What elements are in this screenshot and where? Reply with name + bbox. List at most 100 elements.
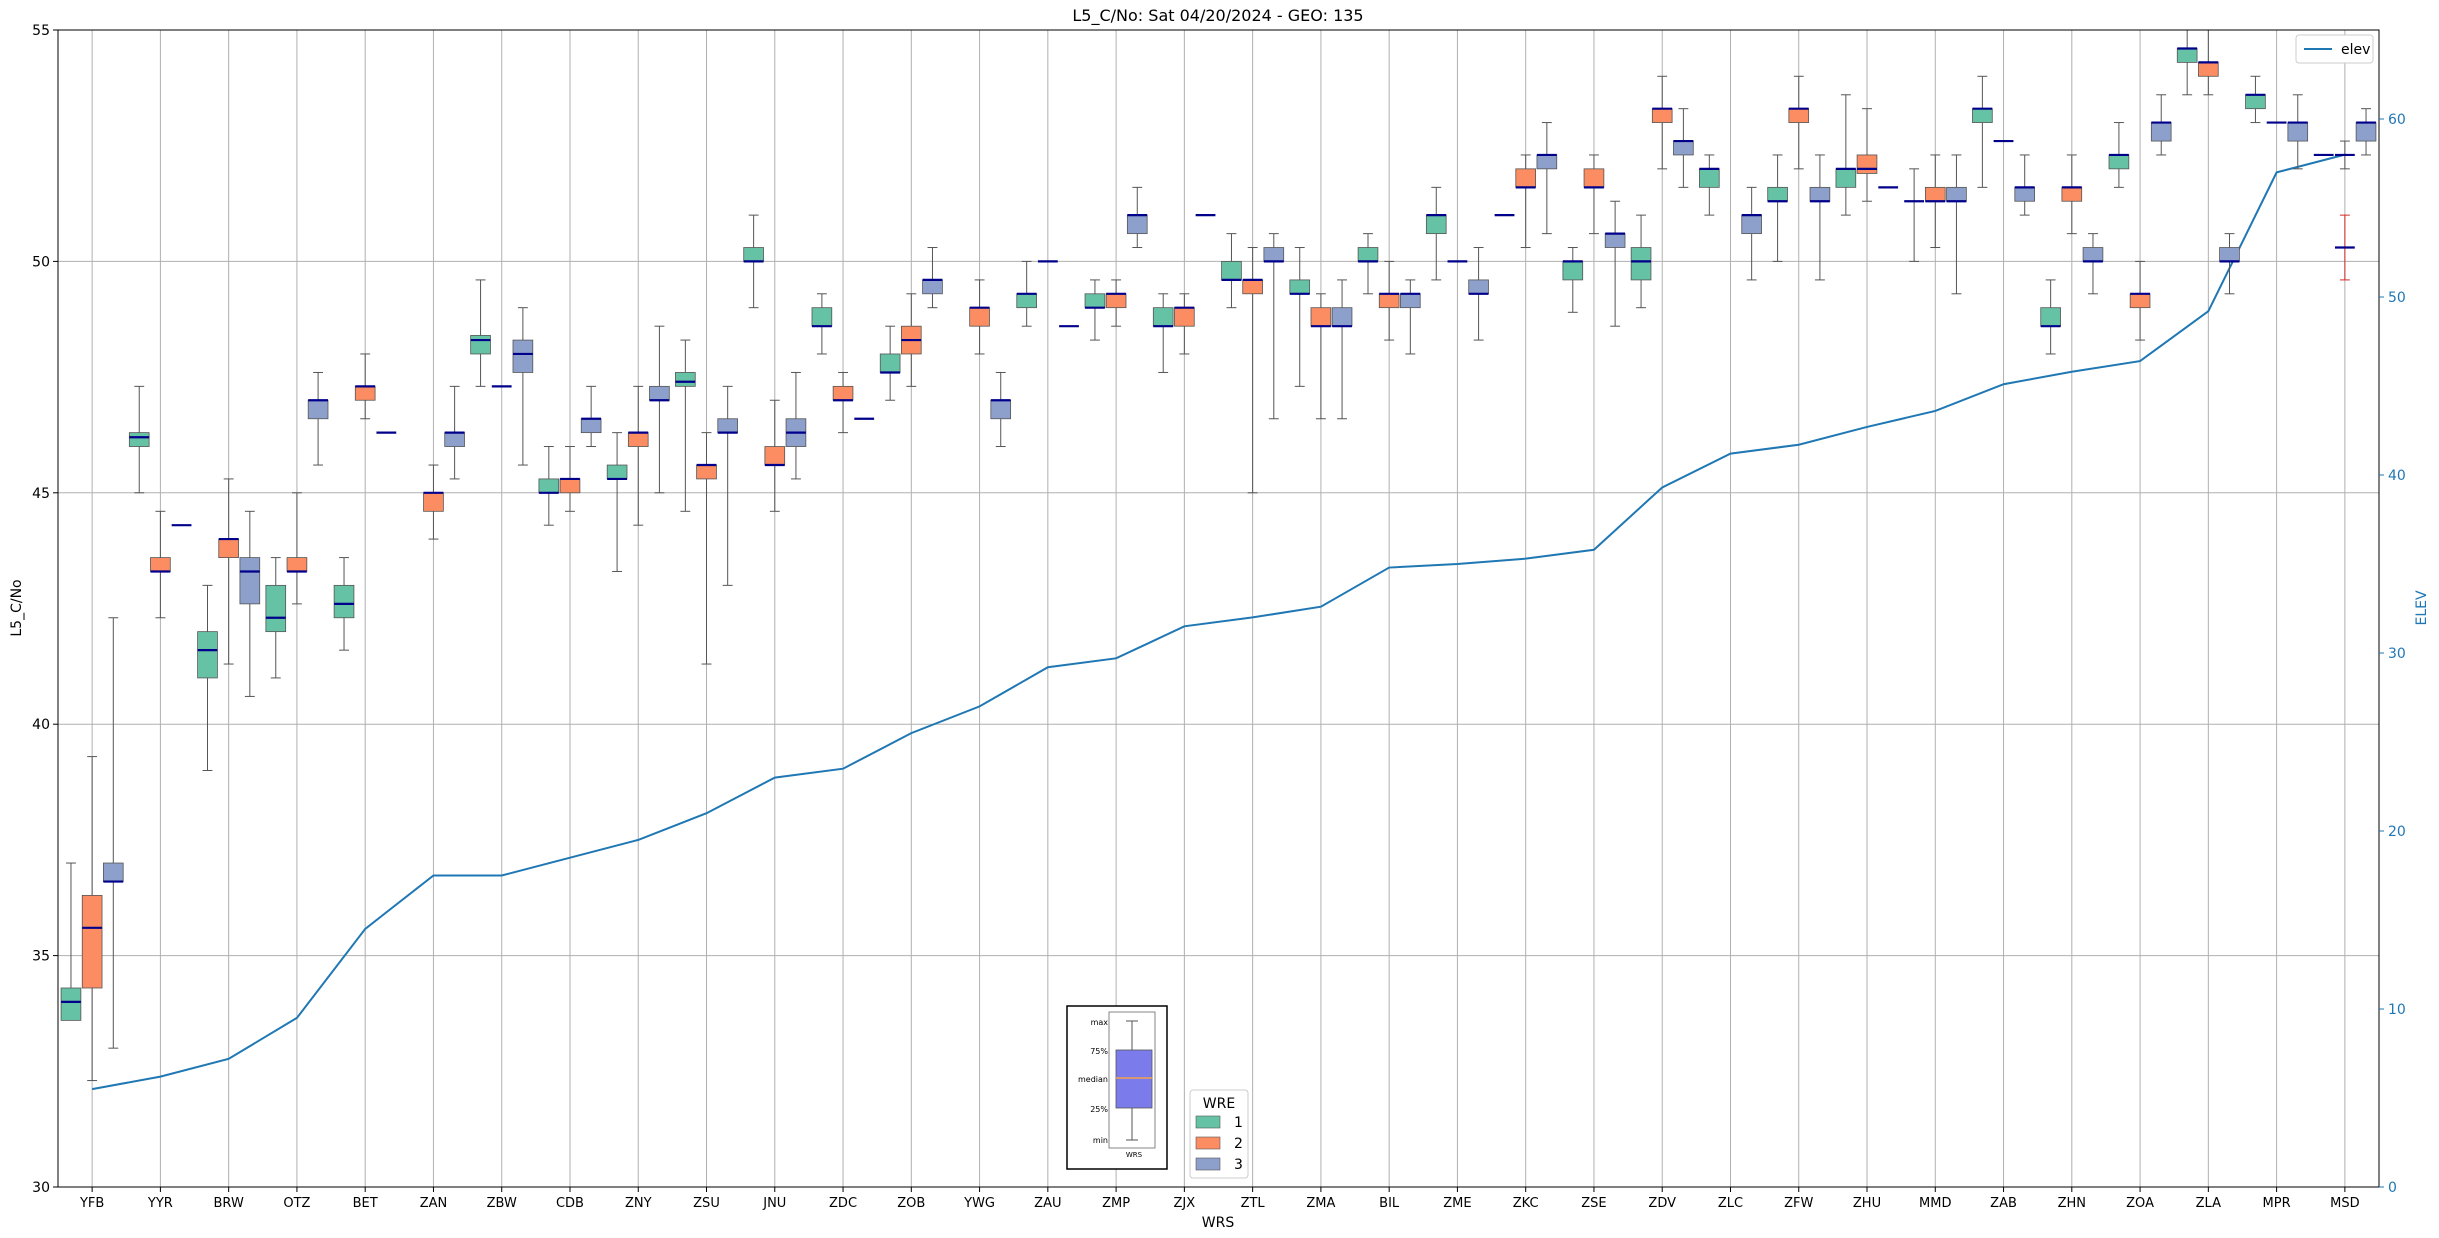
box-iqr — [102, 862, 124, 882]
x-tick-label: ZSU — [693, 1196, 720, 1211]
y2-tick-label: 0 — [2388, 1180, 2397, 1196]
guide-inner-frame — [1108, 1011, 1156, 1149]
y2-tick-label: 10 — [2388, 1002, 2406, 1018]
box-iqr — [649, 385, 670, 401]
elev-series-line — [91, 153, 2346, 1091]
box-iqr — [128, 432, 150, 447]
box-iqr — [1263, 247, 1285, 262]
guide-inset: max 75% median 25% min WRS — [1066, 1005, 1168, 1170]
boxes-layer — [60, 29, 2377, 1082]
guide-label-median: median — [1078, 1075, 1108, 1084]
x-tick-label: ZFW — [1784, 1196, 1813, 1211]
box-iqr — [1924, 186, 1946, 202]
box-iqr — [2061, 186, 2083, 202]
box-iqr — [60, 987, 82, 1021]
x-tick-label: YYR — [147, 1196, 173, 1211]
box-iqr — [2040, 307, 2061, 327]
x-tick-label: ZNY — [625, 1196, 652, 1211]
x-tick-label: ZMP — [1102, 1196, 1130, 1211]
box-iqr — [2287, 122, 2309, 142]
box-iqr — [1809, 186, 1831, 202]
elev-legend: elev — [2295, 34, 2374, 64]
y-tick-label: 35 — [32, 949, 50, 965]
box-iqr — [2355, 122, 2377, 142]
guide-label-min: min — [1093, 1136, 1108, 1145]
guide-label-25: 25% — [1090, 1105, 1108, 1114]
box-iqr — [512, 339, 534, 373]
guide-xlabel: WRS — [1126, 1151, 1143, 1159]
y-tick-label: 40 — [32, 717, 50, 733]
box-iqr — [1515, 168, 1536, 188]
x-tick-label: ZOB — [897, 1196, 925, 1211]
box-iqr — [307, 399, 329, 420]
y2-tick-label: 50 — [2388, 290, 2406, 306]
box-iqr — [696, 464, 717, 480]
box-iqr — [1174, 307, 1195, 327]
box-iqr — [2150, 122, 2172, 142]
box-iqr — [1242, 279, 1263, 295]
box-iqr — [1378, 293, 1400, 309]
box-iqr — [832, 385, 854, 401]
guide-box — [1115, 1049, 1153, 1109]
box-iqr — [2108, 154, 2130, 170]
box-iqr — [1221, 260, 1242, 281]
box-iqr — [239, 557, 261, 605]
box-iqr — [1630, 247, 1652, 281]
box-iqr — [1651, 108, 1673, 123]
box-iqr — [1562, 260, 1584, 281]
wre-legend-label-2: 2 — [1234, 1136, 1243, 1152]
x-tick-label: ZAN — [420, 1196, 448, 1211]
wre-legend-label-3: 3 — [1234, 1157, 1243, 1173]
grid-layer — [58, 29, 2379, 1188]
box-iqr — [879, 353, 901, 373]
box-iqr — [1357, 247, 1379, 262]
box-iqr — [717, 418, 738, 434]
box-iqr — [1699, 168, 1720, 188]
box-iqr — [1468, 279, 1489, 295]
x-tick-label: ZME — [1443, 1196, 1471, 1211]
x-tick-label: BET — [353, 1196, 378, 1211]
elev-line-layer — [91, 153, 2346, 1091]
y-tick-label: 50 — [32, 254, 50, 270]
box-iqr — [606, 464, 628, 480]
box-iqr — [1536, 154, 1558, 170]
box-iqr — [1583, 168, 1605, 188]
box-iqr — [580, 418, 602, 434]
y-tick-label: 45 — [32, 486, 50, 502]
box-iqr — [286, 557, 308, 572]
box-iqr — [333, 584, 355, 619]
box-iqr — [1310, 307, 1332, 327]
box-iqr — [1152, 307, 1174, 327]
x-tick-label: ZKC — [1513, 1196, 1539, 1211]
plot-frame — [57, 29, 2380, 1188]
wre-legend: WRE 1 2 3 — [1189, 1089, 1249, 1179]
x-tick-label: MPR — [2263, 1196, 2291, 1211]
x-tick-label: ZLC — [1718, 1196, 1743, 1211]
x-tick-label: ZHN — [2058, 1196, 2086, 1211]
box-iqr — [2176, 48, 2198, 63]
x-tick-label: ZDV — [1648, 1196, 1676, 1211]
box-iqr — [1835, 168, 1857, 188]
box-iqr — [265, 584, 287, 633]
y2-tick-label: 60 — [2388, 112, 2406, 128]
box-iqr — [922, 279, 943, 295]
box-iqr — [423, 492, 444, 512]
box-iqr — [1400, 293, 1421, 309]
x-tick-label: ZTL — [1241, 1196, 1266, 1211]
box-iqr — [150, 557, 171, 572]
box-iqr — [2245, 94, 2266, 110]
wre-legend-frame — [1189, 1089, 1249, 1179]
box-iqr — [559, 478, 581, 494]
x-tick-label: YWG — [963, 1196, 995, 1211]
x-tick-label: ZHU — [1853, 1196, 1881, 1211]
elev-legend-label: elev — [2341, 42, 2370, 58]
x-tick-label: YFB — [79, 1196, 104, 1211]
y-axis-label: L5_C/No — [9, 579, 25, 636]
wre-legend-title: WRE — [1203, 1096, 1235, 1112]
wre-legend-label-1: 1 — [1234, 1115, 1243, 1131]
x-tick-label: ZLA — [2196, 1196, 2221, 1211]
box-iqr — [1767, 186, 1788, 202]
x-tick-label: ZMA — [1306, 1196, 1335, 1211]
y2-tick-label: 40 — [2388, 468, 2406, 484]
